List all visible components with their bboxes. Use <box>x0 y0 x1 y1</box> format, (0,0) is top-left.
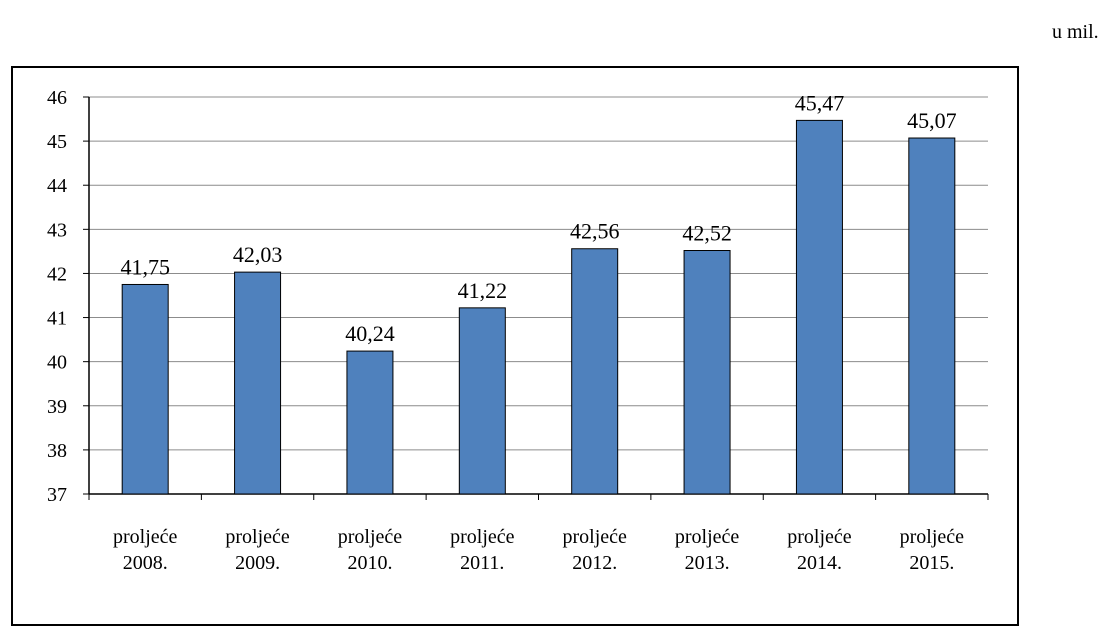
x-category-label: proljeće 2009. <box>225 526 290 574</box>
data-label: 42,56 <box>570 219 620 244</box>
y-tick-label: 45 <box>47 131 67 153</box>
x-category-label: proljeće 2013. <box>675 526 740 574</box>
data-label: 41,22 <box>458 278 508 303</box>
bar <box>908 137 956 495</box>
bar <box>795 119 843 495</box>
data-label: 40,24 <box>345 321 395 346</box>
x-category-label: proljeće 2015. <box>900 526 965 574</box>
y-tick-label: 37 <box>47 484 67 506</box>
labels: 37 38 39 40 41 42 43 44 45 46 41,75 proljeće 2008. 42… <box>47 87 964 574</box>
x-category-label: proljeće 2011. <box>450 526 515 574</box>
bar <box>571 248 619 495</box>
unit-note: u mil. <box>1052 21 1099 43</box>
x-category-label: proljeće 2008. <box>113 526 178 574</box>
y-tick-label: 40 <box>47 352 67 374</box>
data-label: 41,75 <box>120 254 170 279</box>
data-label: 45,47 <box>795 90 845 115</box>
x-category-label: proljeće 2012. <box>562 526 627 574</box>
bar <box>346 350 394 495</box>
bar <box>234 271 282 495</box>
bar <box>121 283 169 495</box>
data-label: 42,03 <box>233 242 283 267</box>
data-label: 42,52 <box>682 221 732 246</box>
y-tick-label: 42 <box>47 263 67 285</box>
gridlines <box>89 96 988 451</box>
y-tick-label: 39 <box>47 396 67 418</box>
bar <box>458 307 506 495</box>
y-tick-label: 41 <box>47 308 67 330</box>
y-tick-label: 38 <box>47 440 67 462</box>
data-label: 45,07 <box>907 108 957 133</box>
bar <box>683 250 731 495</box>
y-tick-label: 46 <box>47 87 67 109</box>
y-tick-label: 43 <box>47 219 67 241</box>
bars <box>121 119 956 495</box>
bar-chart: 37 38 39 40 41 42 43 44 45 46 41,75 proljeće 2008. 42… <box>47 87 989 574</box>
axes <box>83 96 989 500</box>
x-category-label: proljeće 2014. <box>787 526 852 574</box>
x-category-label: proljeće 2010. <box>338 526 403 574</box>
y-tick-label: 44 <box>47 175 67 197</box>
